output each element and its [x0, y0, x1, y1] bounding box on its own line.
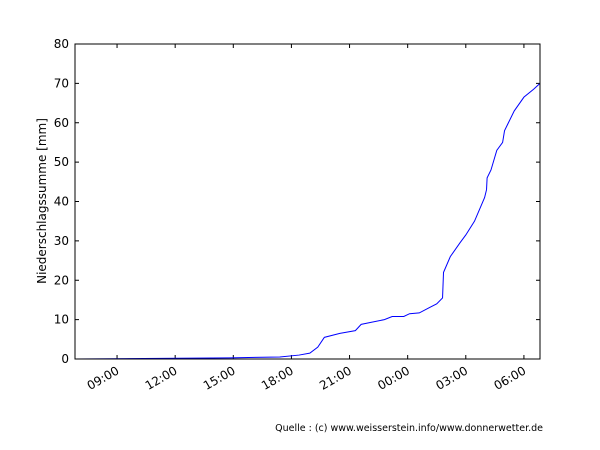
source: Quelle : (c) www.weisserstein.info/www.d… [275, 423, 543, 434]
y-tick-label: 20 [54, 273, 69, 287]
y-tick-label: 80 [54, 37, 69, 51]
y-axis-label: Niederschlagssumme [mm] [35, 118, 49, 284]
data-line [74, 83, 541, 360]
plot-frame [74, 43, 541, 360]
y-tick-label: 50 [54, 155, 69, 169]
y-tick-label: 0 [61, 352, 69, 366]
y-tick-label: 30 [54, 234, 69, 248]
y-tick-label: 60 [54, 116, 69, 130]
y-tick-label: 10 [54, 313, 69, 327]
y-tick-label: 70 [54, 76, 69, 90]
y-tick-label: 40 [54, 195, 69, 209]
